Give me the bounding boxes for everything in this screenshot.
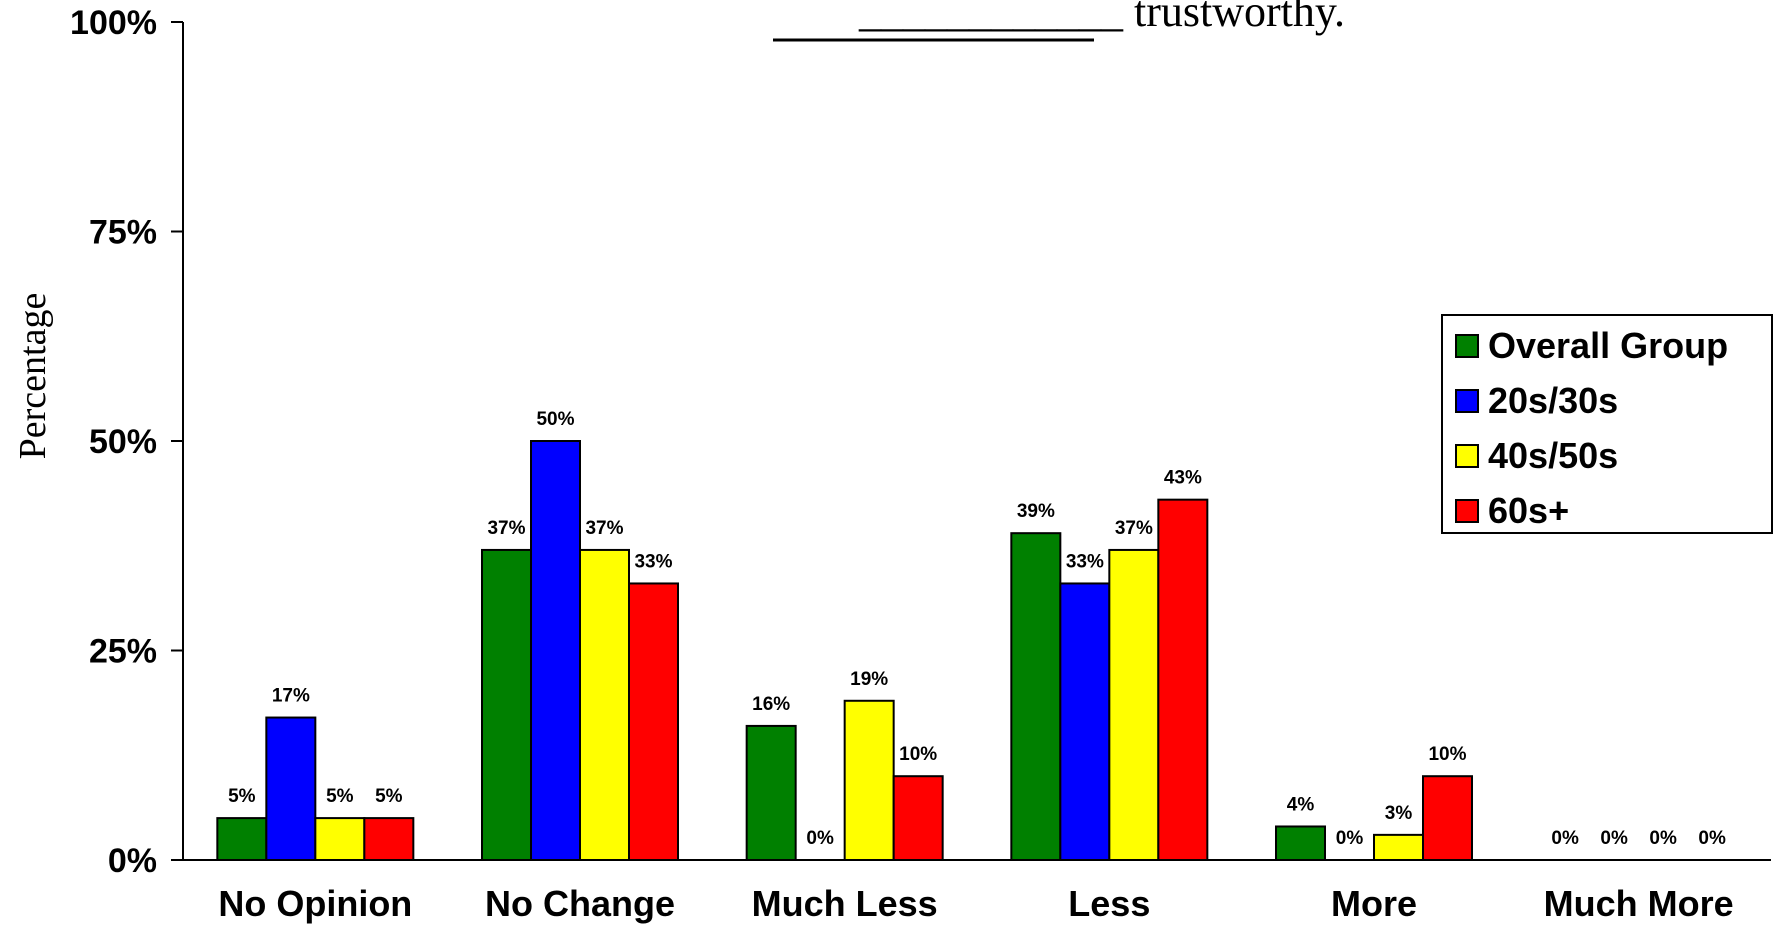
data-label: 10% <box>1428 744 1466 765</box>
data-label: 17% <box>272 686 310 707</box>
data-label: 10% <box>899 744 937 765</box>
data-label: 33% <box>634 551 672 572</box>
y-tick-label: 75% <box>89 214 157 252</box>
bar <box>1373 833 1424 861</box>
y-axis-ticks: 0% 25% 50% 75% 100% <box>70 4 183 880</box>
category-label: Less <box>1068 883 1150 924</box>
y-tick-label: 0% <box>108 842 157 880</box>
data-label: 0% <box>1551 828 1579 849</box>
data-label: 43% <box>1164 468 1202 489</box>
bar <box>265 716 317 861</box>
category-label: No Opinion <box>218 883 412 924</box>
legend-swatch <box>1455 389 1479 413</box>
legend-swatch <box>1455 444 1479 468</box>
data-label: 5% <box>375 786 403 807</box>
bars-group <box>216 440 1473 862</box>
bar <box>314 817 366 861</box>
legend-label: Overall Group <box>1488 325 1728 366</box>
category-label: Much More <box>1544 883 1734 924</box>
data-label: 50% <box>536 409 574 430</box>
legend-swatch <box>1455 499 1479 523</box>
category-labels-group: No Opinion No Change Much Less Less More Much… <box>218 883 1733 924</box>
bar <box>1108 548 1160 861</box>
bar <box>1275 825 1326 861</box>
data-label: 0% <box>806 828 834 849</box>
data-label: 16% <box>752 694 790 715</box>
data-label: 3% <box>1385 803 1413 824</box>
legend-box <box>1441 314 1773 534</box>
data-label: 37% <box>585 518 623 539</box>
data-label: 33% <box>1066 551 1104 572</box>
data-label: 0% <box>1649 828 1677 849</box>
bar <box>530 440 581 861</box>
bar <box>1422 775 1473 862</box>
data-label: 5% <box>228 786 256 807</box>
bar <box>579 548 630 861</box>
bar <box>363 817 415 861</box>
axes-group <box>182 22 1771 861</box>
bar <box>216 817 268 861</box>
data-label: 37% <box>1115 518 1153 539</box>
bar <box>843 699 895 862</box>
data-label: 4% <box>1287 794 1315 815</box>
y-tick-label: 50% <box>89 423 157 461</box>
bar <box>745 724 797 861</box>
chart-title-group: ____________ trustworthy. <box>773 0 1345 42</box>
data-label: 5% <box>326 786 354 807</box>
category-label: More <box>1331 883 1417 924</box>
data-label: 19% <box>850 669 888 690</box>
bar <box>1157 498 1209 861</box>
y-axis-label: Percentage <box>12 293 54 460</box>
bar <box>1010 532 1062 861</box>
data-labels-group: 5% 17% 5% 5% 37% 50% 37% 33% 16% 0% 19% 10% 39% 33% 37… <box>228 409 1726 849</box>
data-label: 0% <box>1600 828 1628 849</box>
bar <box>628 582 679 862</box>
y-tick-label: 100% <box>70 4 157 42</box>
data-label: 0% <box>1336 828 1364 849</box>
chart-title: ____________ trustworthy. <box>858 0 1345 36</box>
bar <box>481 548 532 861</box>
legend-label: 60s+ <box>1488 490 1569 531</box>
legend-label: 20s/30s <box>1488 380 1618 421</box>
category-label: No Change <box>485 883 675 924</box>
legend-label: 40s/50s <box>1488 435 1618 476</box>
y-tick-label: 25% <box>89 633 157 671</box>
bar <box>1059 582 1111 862</box>
legend: Overall Group 20s/30s 40s/50s 60s+ <box>1441 314 1773 534</box>
data-label: 0% <box>1698 828 1726 849</box>
data-label: 37% <box>487 518 525 539</box>
bar <box>892 775 944 862</box>
data-label: 39% <box>1017 501 1055 522</box>
legend-swatch <box>1455 334 1479 358</box>
category-label: Much Less <box>752 883 938 924</box>
